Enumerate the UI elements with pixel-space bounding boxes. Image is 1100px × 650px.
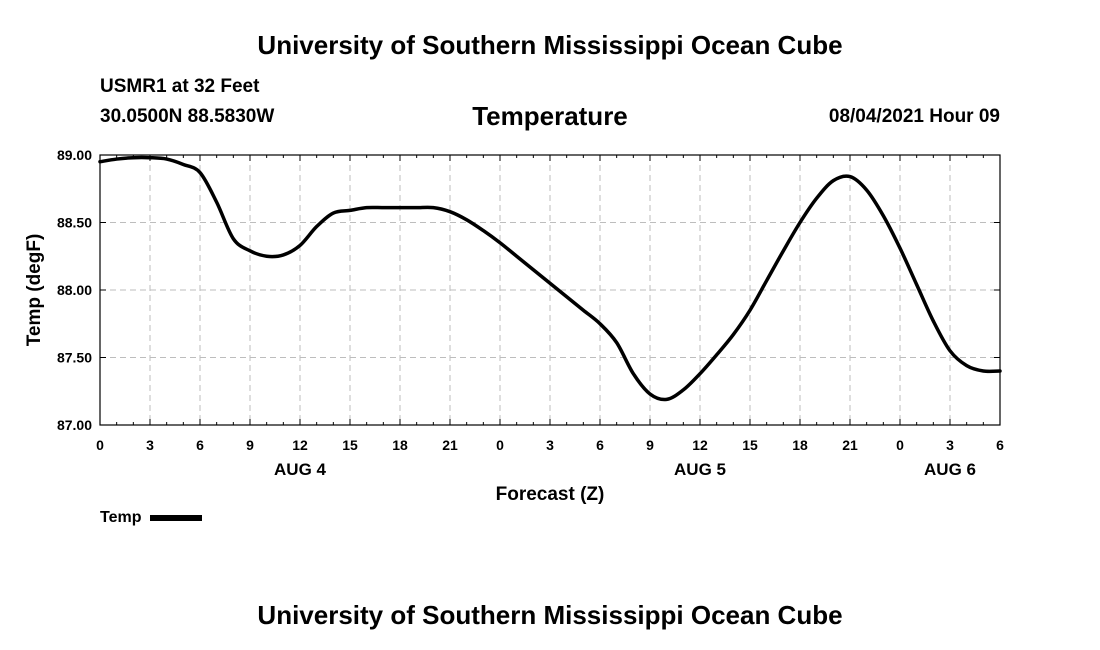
grid-lines [100, 155, 1000, 425]
station-coordinates: 30.0500N 88.5830W [100, 106, 275, 127]
y-tick-label: 87.00 [57, 417, 92, 433]
legend-label: Temp [100, 509, 142, 526]
x-tick-label: 21 [442, 437, 458, 453]
x-tick-label: 3 [546, 437, 554, 453]
chart-title: Temperature [472, 101, 628, 131]
footer-title: University of Southern Mississippi Ocean… [257, 600, 843, 630]
x-tick-label: 12 [292, 437, 308, 453]
x-tick-label: 12 [692, 437, 708, 453]
station-label: USMR1 at 32 Feet [100, 76, 260, 97]
legend: Temp [100, 509, 203, 527]
y-tick-label: 87.50 [57, 350, 92, 366]
x-tick-label: 9 [646, 437, 654, 453]
x-tick-label: 6 [996, 437, 1004, 453]
x-tick-label: 9 [246, 437, 254, 453]
x-axis-title: Forecast (Z) [496, 484, 605, 505]
x-tick-label: 0 [896, 437, 904, 453]
x-tick-label: 18 [792, 437, 808, 453]
y-axis-title: Temp (degF) [24, 234, 45, 347]
x-tick-label: 21 [842, 437, 858, 453]
x-tick-label: 3 [146, 437, 154, 453]
temp-series-line [98, 155, 1002, 402]
x-tick-label: 0 [496, 437, 504, 453]
x-date-label: AUG 4 [274, 460, 327, 479]
y-tick-label: 88.00 [57, 282, 92, 298]
x-tick-label: 0 [96, 437, 104, 453]
x-tick-label: 6 [596, 437, 604, 453]
legend-swatch [150, 515, 203, 521]
x-tick-label: 6 [196, 437, 204, 453]
x-date-label: AUG 6 [924, 460, 976, 479]
x-tick-label: 15 [342, 437, 358, 453]
page-title: University of Southern Mississippi Ocean… [257, 30, 843, 60]
x-tick-label: 15 [742, 437, 758, 453]
x-date-label: AUG 5 [674, 460, 726, 479]
y-tick-label: 89.00 [57, 147, 92, 163]
forecast-datetime: 08/04/2021 Hour 09 [828, 106, 1000, 127]
x-tick-label: 3 [946, 437, 954, 453]
y-tick-label: 88.50 [57, 215, 92, 231]
x-tick-label: 18 [392, 437, 408, 453]
axis-labels: 0 3 6 9 12 15 18 21 0 3 6 9 12 15 18 21 0 3 6 87.00 87.50 88.… [57, 147, 1004, 479]
axis-ticks [99, 154, 1001, 426]
